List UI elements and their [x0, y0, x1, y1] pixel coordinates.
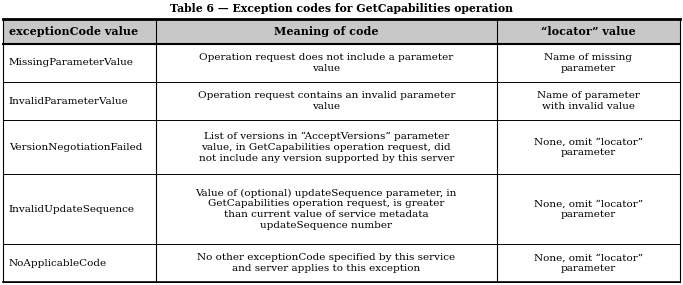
Text: MissingParameterValue: MissingParameterValue: [9, 58, 134, 68]
Text: InvalidParameterValue: InvalidParameterValue: [9, 97, 128, 106]
Text: Table 6 — Exception codes for GetCapabilities operation: Table 6 — Exception codes for GetCapabil…: [170, 3, 513, 15]
Bar: [3, 120, 680, 174]
Text: InvalidUpdateSequence: InvalidUpdateSequence: [9, 205, 135, 213]
Text: None, omit “locator”
parameter: None, omit “locator” parameter: [533, 137, 643, 157]
Text: No other exceptionCode specified by this service
and server applies to this exce: No other exceptionCode specified by this…: [197, 253, 456, 273]
Text: VersionNegotiationFailed: VersionNegotiationFailed: [9, 143, 142, 152]
Text: List of versions in “AcceptVersions” parameter
value, in GetCapabilities operati: List of versions in “AcceptVersions” par…: [199, 132, 454, 162]
Text: NoApplicableCode: NoApplicableCode: [9, 258, 107, 268]
Text: None, omit “locator”
parameter: None, omit “locator” parameter: [533, 199, 643, 219]
Text: Meaning of code: Meaning of code: [274, 26, 378, 37]
Bar: [3, 174, 680, 244]
Bar: [3, 44, 680, 82]
Text: “locator” value: “locator” value: [541, 26, 636, 37]
Text: Operation request contains an invalid parameter
value: Operation request contains an invalid pa…: [197, 91, 455, 111]
Bar: [3, 82, 680, 120]
Text: None, omit “locator”
parameter: None, omit “locator” parameter: [533, 253, 643, 273]
Text: Name of parameter
with invalid value: Name of parameter with invalid value: [537, 91, 640, 111]
Bar: [3, 244, 680, 282]
Text: exceptionCode value: exceptionCode value: [9, 26, 138, 37]
Bar: [3, 19, 680, 44]
Text: Value of (optional) updateSequence parameter, in
GetCapabilities operation reque: Value of (optional) updateSequence param…: [195, 188, 457, 230]
Text: Operation request does not include a parameter
value: Operation request does not include a par…: [199, 53, 454, 73]
Text: Name of missing
parameter: Name of missing parameter: [544, 53, 632, 73]
